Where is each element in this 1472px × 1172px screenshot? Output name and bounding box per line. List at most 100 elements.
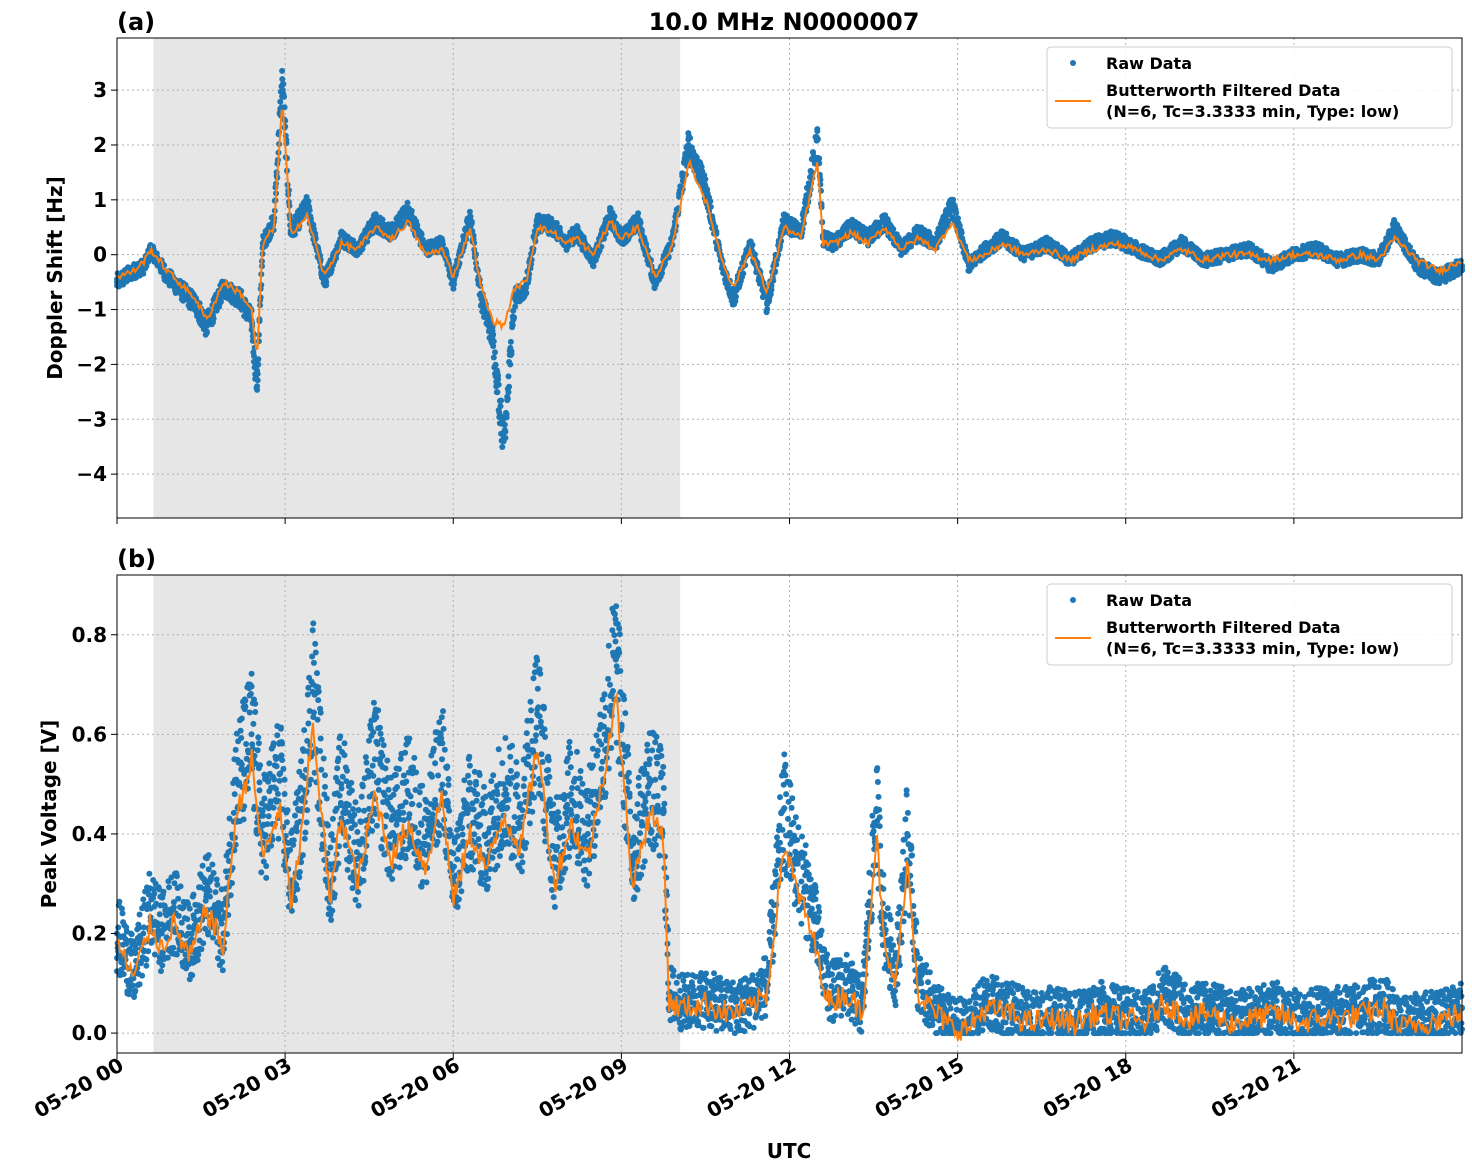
raw-data-point [189,972,196,979]
raw-data-point [359,246,366,253]
raw-data-point [219,967,226,974]
raw-data-point [184,916,191,923]
raw-data-point [151,890,158,897]
raw-data-point [1044,240,1051,247]
raw-data-point [523,290,530,297]
y-tick-label: 0 [93,243,107,267]
raw-data-point [982,246,989,253]
raw-data-point [218,920,225,927]
chart-title: 10.0 MHz N0000007 [649,8,920,36]
raw-data-point [507,338,514,345]
raw-data-point [915,229,922,236]
raw-data-point [590,257,597,264]
raw-data-point [237,727,244,734]
raw-data-point [255,361,262,368]
x-axis-ticks [116,518,1295,524]
raw-data-point [310,225,317,232]
raw-data-point [158,968,164,975]
raw-data-point [132,987,139,994]
raw-data-point [164,273,171,280]
raw-data-point [146,870,153,877]
raw-data-point [379,216,386,223]
y-tick-label: −4 [76,462,107,486]
raw-data-point [243,741,250,747]
raw-data-point [958,229,965,236]
raw-data-point [405,207,412,214]
raw-data-point [210,315,217,322]
raw-data-point [173,873,180,880]
raw-data-point [814,136,821,143]
raw-data-point [652,279,658,286]
raw-data-point [494,389,501,396]
raw-data-point [450,285,457,292]
raw-data-point [255,356,262,363]
raw-data-point [492,361,499,368]
raw-data-point [501,421,508,428]
raw-data-point [279,76,286,83]
raw-data-point [205,852,212,859]
raw-data-point [232,746,239,753]
raw-data-point [115,924,122,931]
raw-data-point [506,383,513,390]
raw-data-point [214,881,221,888]
raw-data-point [1313,246,1320,253]
raw-data-point [551,224,558,231]
raw-data-point [848,224,855,231]
y-tick-label: −3 [76,407,107,431]
raw-data-point [306,207,313,214]
legend-filtered-label: Butterworth Filtered Data [1106,81,1341,100]
raw-data-point [251,353,257,360]
raw-data-point [702,185,709,192]
raw-data-point [414,222,421,229]
raw-data-point [495,381,502,388]
raw-data-point [198,946,205,953]
y-tick-label: −1 [76,298,107,322]
raw-data-point [467,213,474,220]
raw-data-point [136,911,143,918]
raw-data-point [247,690,254,697]
raw-data-point [1268,262,1275,269]
raw-data-point [502,428,509,435]
raw-data-point [321,279,328,286]
raw-data-point [205,866,212,873]
legend-raw-marker [1070,60,1076,66]
raw-data-point [164,954,171,961]
y-tick-label: −2 [76,352,107,376]
raw-data-point [203,329,210,336]
raw-data-point [140,896,147,903]
raw-data-point [534,218,541,225]
raw-data-point [890,226,897,233]
raw-data-point [279,67,286,74]
raw-data-point [492,349,498,356]
raw-data-point [209,861,216,868]
raw-data-point [242,697,249,704]
raw-data-point [238,761,245,768]
raw-data-point [503,411,510,418]
raw-data-point [523,284,530,291]
raw-data-point [210,870,217,876]
raw-data-point [190,891,197,898]
raw-data-point [504,395,511,402]
legend-raw-label: Raw Data [1106,54,1192,73]
raw-data-point [240,816,247,823]
raw-data-point [195,951,202,958]
raw-data-point [145,948,152,955]
raw-data-point [635,210,642,217]
panel-label: (a) [117,8,155,36]
raw-data-point [364,238,371,245]
raw-data-point [511,315,517,321]
raw-data-point [747,240,754,247]
raw-data-point [186,905,193,912]
raw-data-point [814,128,821,135]
raw-data-point [136,981,143,988]
raw-data-point [128,931,135,938]
raw-data-point [507,361,514,368]
raw-data-point [213,876,220,883]
raw-data-point [177,883,184,890]
raw-data-point [511,295,518,302]
raw-data-point [200,940,207,947]
raw-data-point [281,93,287,100]
